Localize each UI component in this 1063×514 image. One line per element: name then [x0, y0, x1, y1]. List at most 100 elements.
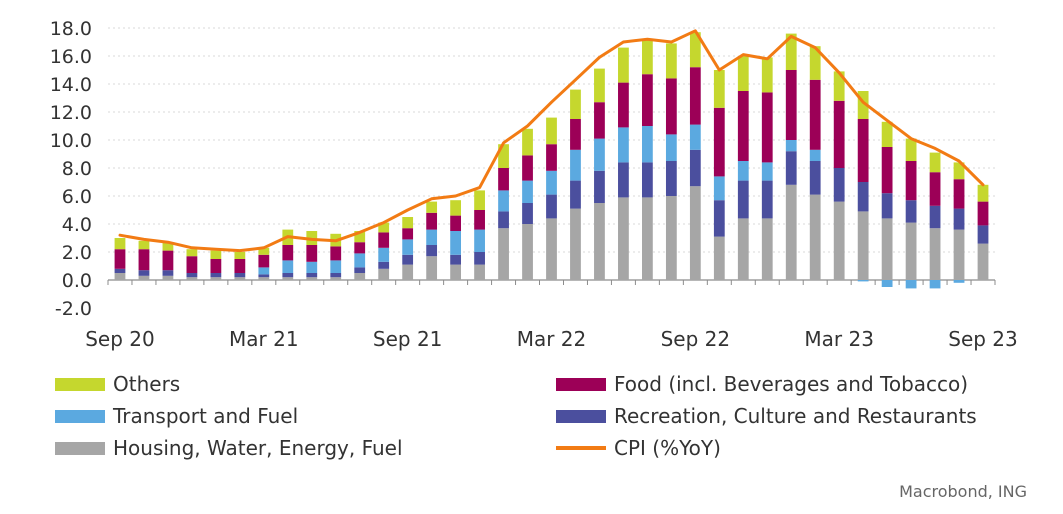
bar-segment — [138, 240, 150, 250]
y-tick-label: 14.0 — [50, 74, 92, 96]
bar-segment — [234, 259, 246, 273]
bar-segment — [641, 162, 653, 198]
y-tick-label: 10.0 — [50, 130, 92, 152]
y-tick-label: 6.0 — [62, 186, 92, 208]
bar-segment — [138, 275, 150, 280]
bar-segment — [210, 277, 222, 280]
bar-segment — [402, 264, 414, 280]
bar-segment — [881, 121, 893, 147]
bar-segment — [809, 46, 821, 80]
bar-segment — [186, 249, 198, 257]
bar-segment — [618, 162, 629, 198]
bar-segment — [378, 222, 390, 233]
bar-segment — [114, 268, 126, 273]
bar-segment — [594, 138, 605, 171]
bar-segment — [881, 218, 893, 280]
bar-segment — [402, 239, 414, 255]
bar-segment — [450, 231, 462, 255]
bar-segment — [138, 249, 150, 271]
bar-segment — [426, 201, 438, 213]
bar-segment — [785, 151, 797, 185]
bar-segment — [138, 270, 150, 276]
bar-segment — [953, 229, 965, 280]
bar-segment — [570, 180, 581, 209]
bar-segment — [665, 43, 677, 79]
bar-segment — [522, 224, 533, 280]
bar-segment — [737, 91, 749, 161]
bar-segment — [618, 197, 629, 280]
bar-segment — [474, 264, 485, 280]
bar-segment — [953, 179, 965, 209]
bar-segment — [378, 247, 390, 262]
bar-segment — [857, 280, 869, 282]
bar-segment — [833, 100, 845, 168]
bar-segment — [594, 68, 605, 103]
y-tick-label: 16.0 — [50, 46, 92, 68]
bar-segment — [282, 260, 294, 273]
legend-housing: Housing, Water, Energy, Fuel — [55, 436, 403, 460]
y-tick-label: 4.0 — [62, 214, 92, 236]
bar-segment — [282, 273, 294, 278]
bar-segment — [618, 127, 629, 163]
bar-segment — [761, 92, 773, 163]
bar-segment — [546, 194, 557, 219]
bar-segment — [881, 193, 893, 219]
legend-swatch-transport — [55, 409, 105, 423]
bar-segment — [833, 71, 845, 101]
bar-segment — [641, 126, 653, 163]
bar-segment — [881, 147, 893, 194]
bar-segment — [570, 89, 581, 119]
bar-segment — [953, 208, 965, 230]
bar-segment — [977, 243, 989, 280]
bar-segment — [474, 229, 485, 252]
bar-segment — [689, 67, 701, 125]
bar-segment — [282, 277, 294, 280]
bar-segment — [522, 180, 533, 203]
cpi-line — [118, 29, 985, 253]
bar-segment — [737, 218, 749, 280]
bar-segment — [809, 194, 821, 280]
bar-segment — [546, 218, 557, 280]
legend-others: Others — [55, 372, 180, 396]
bar-segment — [282, 245, 294, 261]
y-tick-label: 0.0 — [62, 270, 92, 292]
bar-segment — [689, 32, 701, 68]
bar-segment — [234, 277, 246, 280]
bar-segment — [498, 168, 509, 191]
bar-segment — [498, 144, 509, 168]
legend-label-cpi: CPI (%YoY) — [614, 436, 721, 460]
bar-segment — [857, 182, 869, 212]
bar-segment — [785, 140, 797, 152]
bar-segment — [929, 172, 941, 206]
bar-segment — [929, 205, 941, 229]
bar-segment — [713, 176, 725, 201]
bar-segment — [761, 162, 773, 181]
bar-segment — [258, 267, 270, 275]
bar-segment — [234, 252, 246, 259]
legend-recreation: Recreation, Culture and Restaurants — [556, 404, 977, 428]
bar-segment — [354, 231, 366, 243]
bar-segment — [162, 275, 174, 280]
bar-segment — [594, 203, 605, 280]
bar-segment — [689, 124, 701, 150]
bar-segment — [713, 70, 725, 108]
x-tick-label: Sep 23 — [948, 327, 1018, 351]
bar-segment — [689, 149, 701, 187]
x-tick-label: Mar 23 — [804, 327, 874, 351]
bar-segment — [498, 228, 509, 280]
bar-segment — [354, 267, 366, 273]
bar-segment — [498, 190, 509, 212]
legend-label-others: Others — [113, 372, 181, 396]
bar-segment — [618, 82, 629, 128]
bar-segment — [306, 245, 318, 262]
legend-cpi: CPI (%YoY) — [556, 436, 721, 460]
bar-segment — [450, 215, 462, 231]
bar-segment — [881, 280, 893, 287]
bar-segment — [474, 252, 485, 265]
bar-segment — [162, 242, 174, 251]
legend-food: Food (incl. Beverages and Tobacco) — [556, 372, 968, 396]
bar-segment — [618, 47, 629, 83]
y-tick-label: 8.0 — [62, 158, 92, 180]
y-tick-label: -2.0 — [55, 298, 92, 320]
bar-segment — [258, 274, 270, 278]
